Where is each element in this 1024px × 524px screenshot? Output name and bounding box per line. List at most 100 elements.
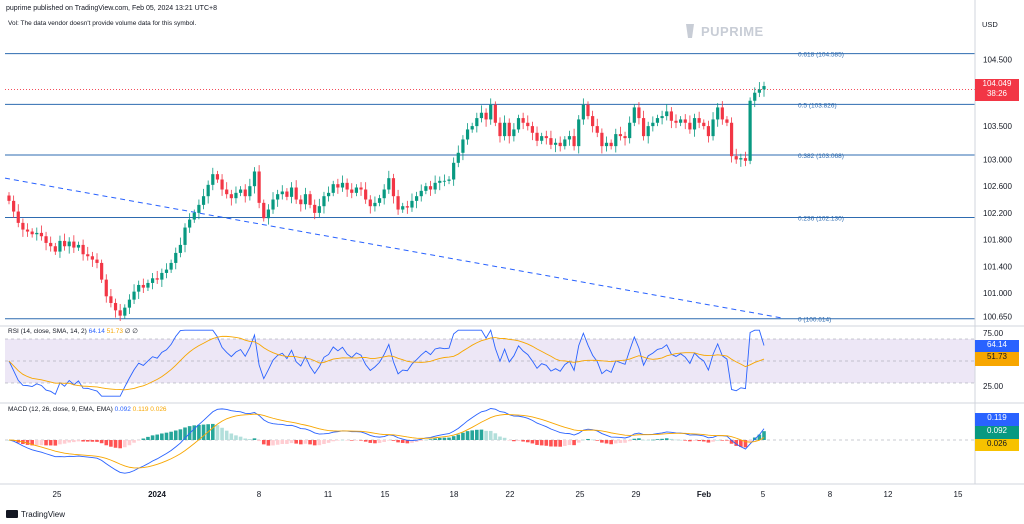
macd-histogram-bar xyxy=(104,440,109,446)
candle-body xyxy=(215,174,220,180)
candle-body xyxy=(174,252,178,263)
rsi-ma-line xyxy=(8,335,765,391)
candle-body xyxy=(628,122,632,139)
candle-body xyxy=(507,122,511,137)
candle-body xyxy=(521,118,525,123)
rsi-panel xyxy=(5,329,975,397)
macd-histogram-bar xyxy=(76,440,81,442)
macd-histogram-bar xyxy=(312,440,317,446)
tradingview-logo: TradingView xyxy=(6,510,65,519)
macd-histogram-bar xyxy=(609,440,613,445)
candle-body xyxy=(428,186,433,190)
fib-level-label: 0.236 (102.130) xyxy=(798,216,844,223)
macd-histogram-bar xyxy=(201,424,206,440)
candle-body xyxy=(498,122,502,137)
candle-body xyxy=(364,189,368,200)
macd-histogram-bar xyxy=(433,438,437,440)
macd-histogram-bar xyxy=(340,439,345,441)
candle-body xyxy=(503,122,507,137)
macd-histogram-bar xyxy=(507,440,512,441)
candle-body xyxy=(340,182,345,188)
candle-body xyxy=(197,204,201,213)
macd-histogram-bar xyxy=(701,440,706,442)
macd-histogram-bar xyxy=(447,437,451,440)
time-tick-label: 25 xyxy=(53,490,62,499)
macd-histogram-bar xyxy=(535,440,539,445)
macd-histogram-bar xyxy=(437,437,442,440)
macd-histogram-bar xyxy=(280,440,285,444)
price-tick-label: 104.500 xyxy=(983,55,1012,64)
macd-histogram-bar xyxy=(99,440,104,444)
candle-body xyxy=(544,136,548,139)
macd-histogram-bar xyxy=(516,440,521,442)
candle-body xyxy=(188,219,192,228)
macd-histogram-bar xyxy=(382,440,386,442)
candle-body xyxy=(109,296,113,303)
candle-body xyxy=(512,129,516,137)
candle-body xyxy=(609,142,613,147)
macd-badge: 0.092 xyxy=(975,426,1019,439)
macd-histogram-bar xyxy=(488,430,493,440)
macd-histogram-bar xyxy=(155,434,160,440)
macd-histogram-bar xyxy=(266,440,271,446)
candle-body xyxy=(753,92,757,101)
macd-histogram-bar xyxy=(595,440,600,441)
candle-body xyxy=(81,244,85,255)
macd-histogram-bar xyxy=(725,440,729,441)
candle-body xyxy=(456,152,460,163)
macd-histogram-bar xyxy=(146,436,150,440)
macd-histogram-bar xyxy=(183,427,187,440)
macd-histogram-bar xyxy=(67,440,72,443)
candle-body xyxy=(58,240,62,252)
macd-histogram-bar xyxy=(252,438,257,440)
rsi-band xyxy=(5,339,975,383)
candle-body xyxy=(475,118,479,127)
macd-histogram-bar xyxy=(261,440,266,445)
candle-body xyxy=(530,126,535,133)
candle-body xyxy=(67,241,71,247)
macd-histogram-bar xyxy=(234,435,238,440)
candle-body xyxy=(604,142,609,147)
price-badge: 104.049 38:26 xyxy=(975,79,1019,101)
macd-histogram-bar xyxy=(90,440,95,442)
fib-level-label: 0.618 (104.585) xyxy=(798,52,844,59)
candle-body xyxy=(183,227,187,245)
candle-body xyxy=(169,262,173,270)
macd-histogram-bar xyxy=(173,430,178,440)
macd-signal-line xyxy=(8,413,765,469)
macd-histogram-bar xyxy=(317,440,322,446)
macd-histogram-bar xyxy=(618,440,623,444)
macd-histogram-bar xyxy=(150,435,155,440)
macd-histogram-bar xyxy=(396,440,400,443)
macd-histogram-bar xyxy=(655,439,660,440)
candle-body xyxy=(618,134,623,137)
macd-histogram-bar xyxy=(387,440,391,441)
candle-body xyxy=(725,119,729,123)
candle-body xyxy=(62,240,67,247)
macd-histogram-bar xyxy=(414,440,419,442)
macd-histogram-bar xyxy=(359,440,363,441)
macd-histogram-bar xyxy=(336,440,340,441)
macd-histogram-bar xyxy=(294,440,298,444)
candle-body xyxy=(683,119,687,123)
macd-histogram-bar xyxy=(349,440,354,441)
candle-body xyxy=(30,231,34,235)
candle-body xyxy=(72,241,76,248)
time-tick-label: 25 xyxy=(576,490,585,499)
macd-histogram-bar xyxy=(688,440,692,442)
rsi-tick-label: 75.00 xyxy=(983,329,1004,338)
candle-body xyxy=(563,139,567,147)
candle-body xyxy=(729,122,734,157)
macd-histogram-bar xyxy=(275,440,280,445)
macd-histogram-bar xyxy=(354,440,359,441)
candle-body xyxy=(391,178,396,197)
macd-histogram-bar xyxy=(377,440,382,444)
macd-histogram-bar xyxy=(493,433,498,440)
macd-histogram-bar xyxy=(604,440,609,444)
macd-histogram-bar xyxy=(734,440,739,446)
macd-histogram-bar xyxy=(34,440,39,446)
candle-body xyxy=(100,262,104,280)
macd-histogram-bar xyxy=(660,438,664,440)
candle-body xyxy=(350,189,354,193)
